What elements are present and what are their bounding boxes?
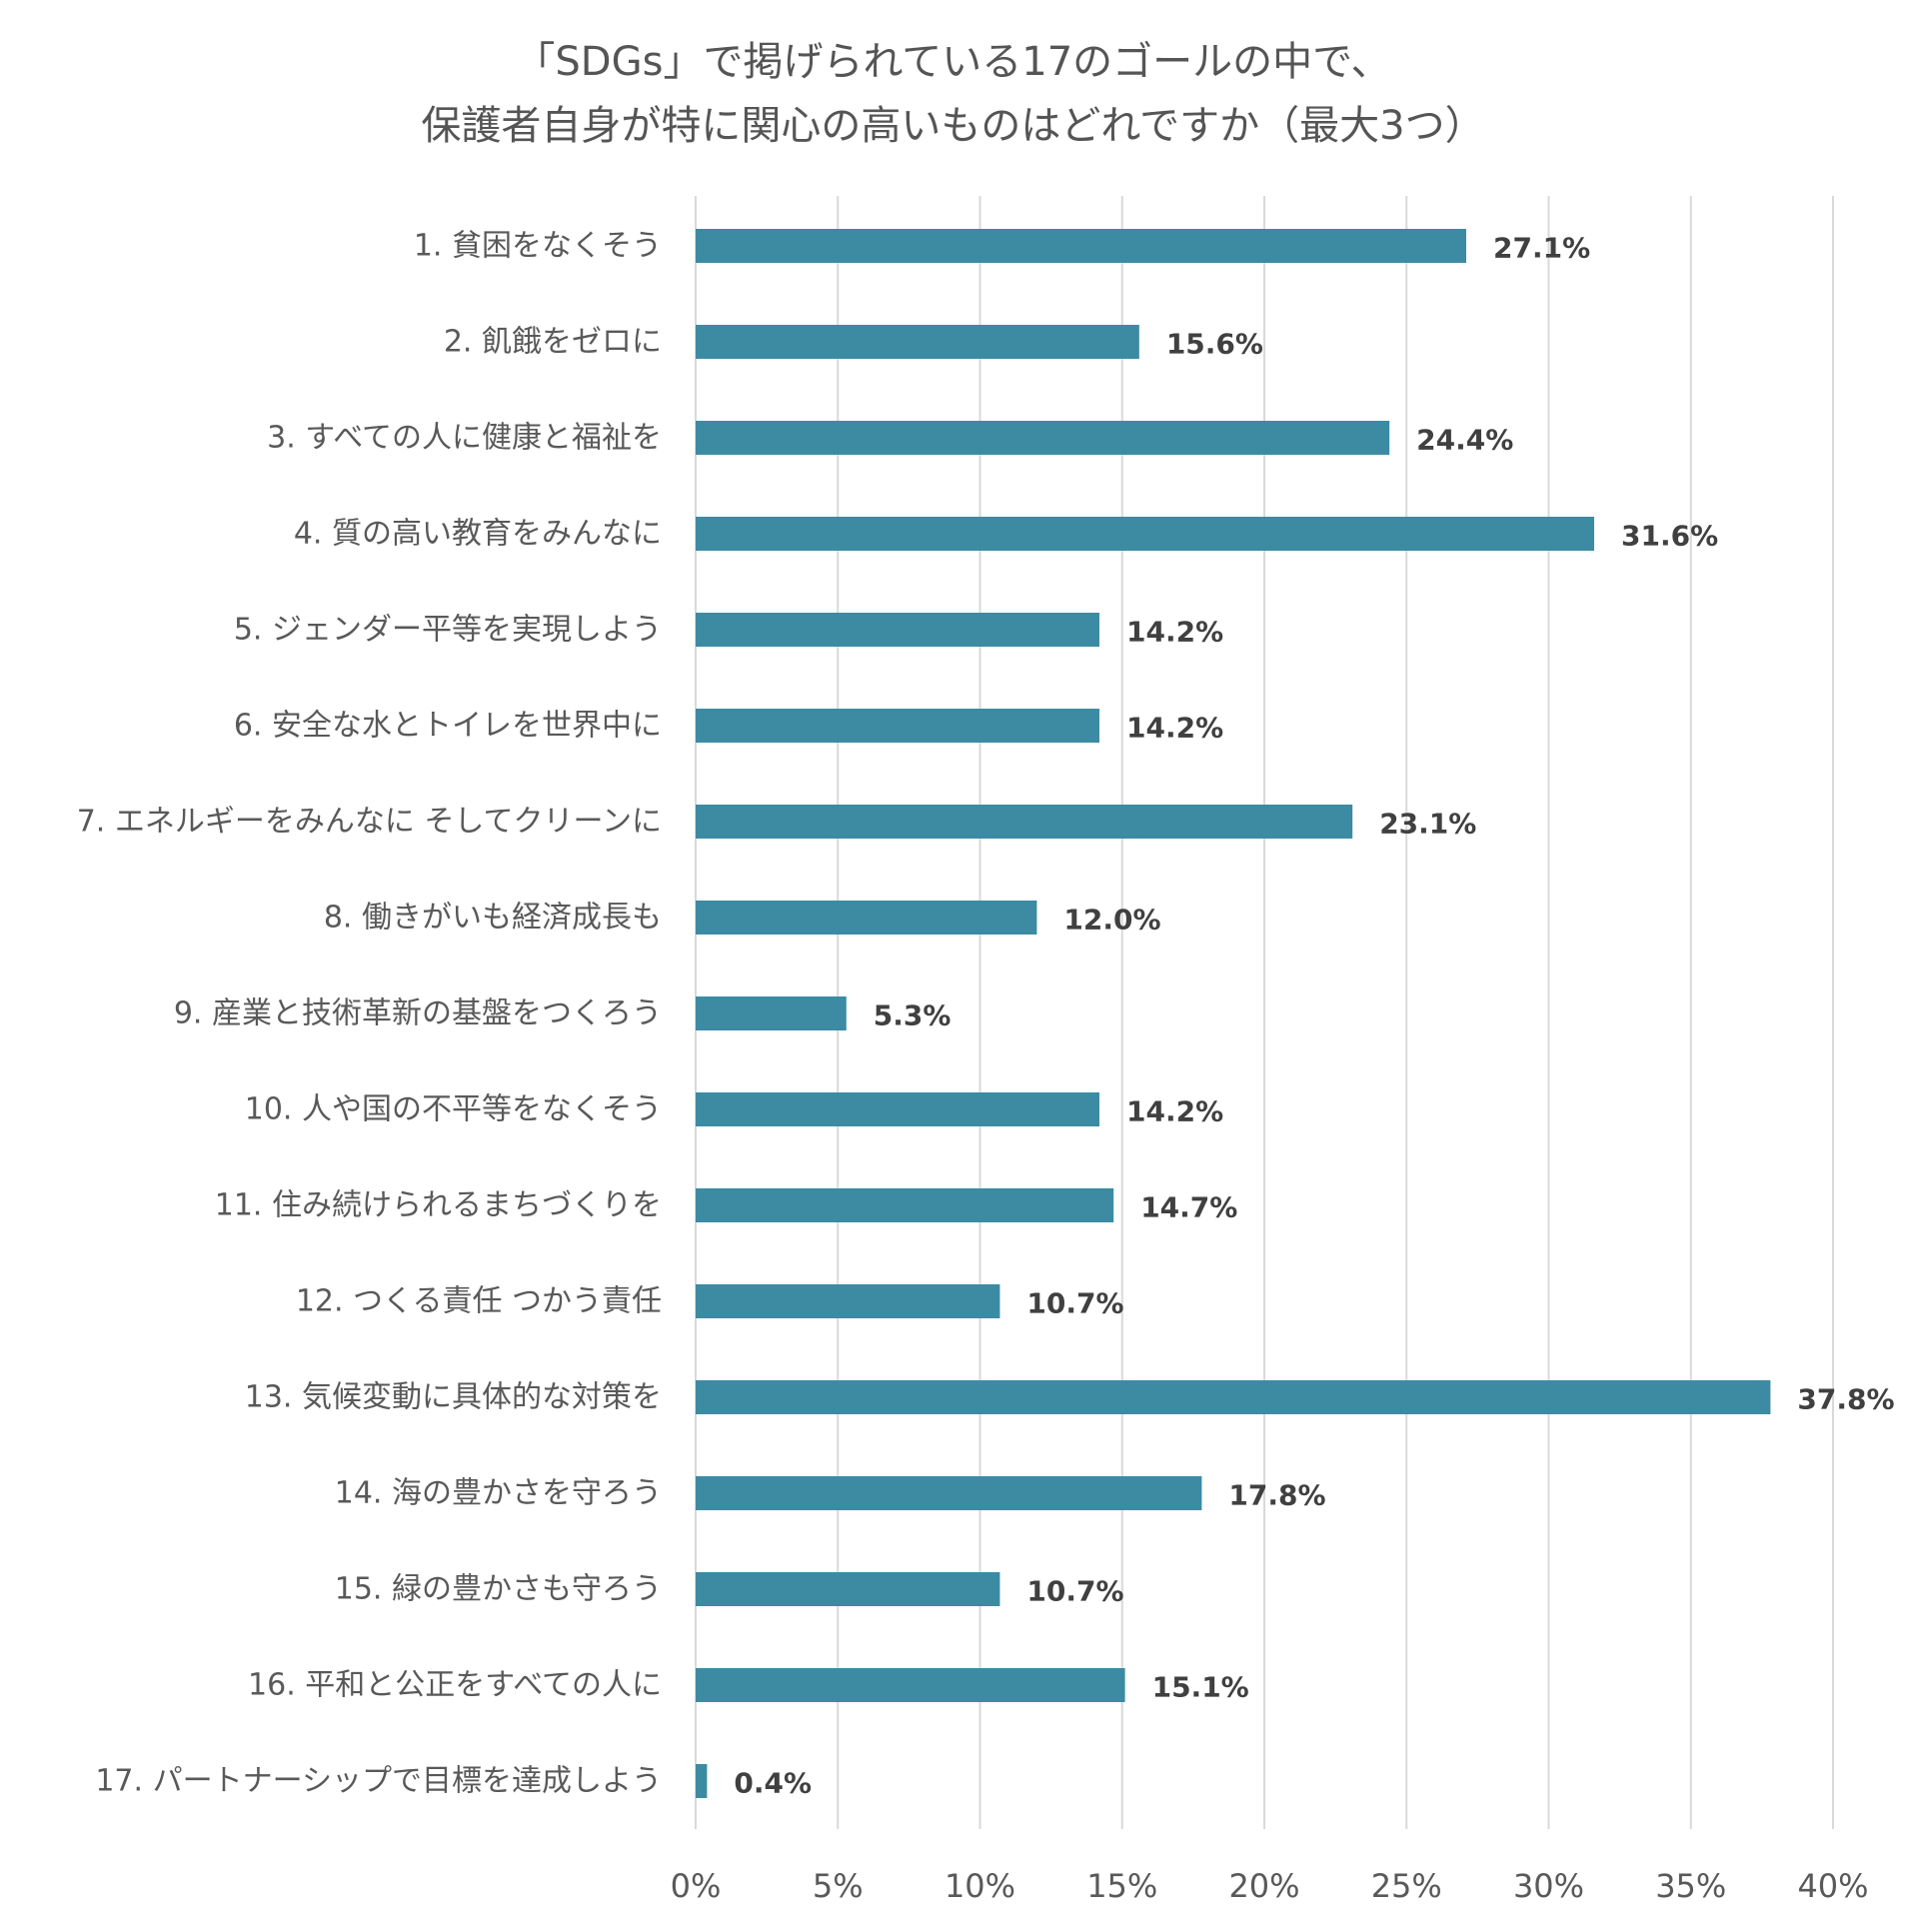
bar <box>696 1572 1000 1606</box>
data-label: 27.1% <box>1493 232 1590 265</box>
bar <box>696 1188 1114 1222</box>
bar <box>696 421 1390 455</box>
category-label: 14. 海の豊かさを守ろう <box>335 1476 662 1511</box>
category-label: 9. 産業と技術革新の基盤をつくろう <box>174 996 662 1031</box>
category-labels: 1. 貧困をなくそう 2. 飢餓をゼロに 3. すべての人に健康と福祉を 4. 質の高… <box>77 229 662 1799</box>
x-axis-tick-labels: 0% 5% 10% 15% 20% 25% 30% 35% 40% <box>671 1867 1869 1905</box>
data-label: 5.3% <box>874 999 952 1032</box>
data-label: 23.1% <box>1379 808 1476 841</box>
data-label: 17.8% <box>1228 1479 1325 1512</box>
category-label: 2. 飢餓をゼロに <box>444 325 662 360</box>
x-tick-label: 5% <box>813 1867 864 1905</box>
bar <box>696 1476 1202 1510</box>
data-label: 24.4% <box>1416 424 1513 457</box>
x-tick-label: 10% <box>945 1867 1015 1905</box>
bar <box>696 709 1099 743</box>
chart-title-line-1: 「SDGs」で掲げられている17のゴールの中で、 <box>515 39 1391 85</box>
bar <box>696 1380 1771 1414</box>
bar <box>696 1668 1125 1702</box>
data-label: 0.4% <box>734 1767 812 1800</box>
data-label: 37.8% <box>1797 1383 1894 1416</box>
category-label: 16. 平和と公正をすべての人に <box>248 1668 662 1703</box>
category-label: 17. パートナーシップで目標を達成しよう <box>95 1764 662 1799</box>
category-label: 10. 人や国の不平等をなくそう <box>245 1092 662 1127</box>
category-label: 5. ジェンダー平等を実現しよう <box>234 613 662 648</box>
data-label: 12.0% <box>1063 904 1160 937</box>
chart-title: 「SDGs」で掲げられている17のゴールの中で、 保護者自身が特に関心の高いもの… <box>0 30 1906 158</box>
bar <box>696 1092 1099 1126</box>
category-label: 13. 気候変動に具体的な対策を <box>245 1380 662 1415</box>
x-tick-label: 20% <box>1228 1867 1299 1905</box>
bar <box>696 1764 708 1798</box>
bar <box>696 1284 1000 1318</box>
bar <box>696 229 1466 263</box>
x-tick-label: 35% <box>1655 1867 1726 1905</box>
x-tick-label: 40% <box>1797 1867 1868 1905</box>
data-label: 15.1% <box>1152 1671 1249 1704</box>
category-label: 12. つくる責任 つかう責任 <box>296 1284 662 1319</box>
chart-title-line-2: 保護者自身が特に関心の高いものはどれですか（最大3つ） <box>421 103 1485 149</box>
data-label: 14.2% <box>1126 616 1223 649</box>
data-label: 14.7% <box>1140 1191 1237 1224</box>
bar <box>696 325 1139 359</box>
data-label: 31.6% <box>1621 520 1718 553</box>
data-label: 14.2% <box>1126 1095 1223 1128</box>
category-label: 7. エネルギーをみんなに そしてクリーンに <box>77 805 662 840</box>
bar <box>696 805 1353 839</box>
data-label: 10.7% <box>1026 1287 1123 1320</box>
x-tick-label: 0% <box>671 1867 722 1905</box>
category-label: 3. すべての人に健康と福祉を <box>267 421 662 456</box>
data-label: 14.2% <box>1126 712 1223 745</box>
bar <box>696 613 1099 647</box>
category-label: 15. 緑の豊かさも守ろう <box>335 1572 662 1607</box>
category-label: 6. 安全な水とトイレを世界中に <box>234 709 662 744</box>
value-labels: 27.1% 15.6% 24.4% 31.6% 14.2% 14.2% 23.1% 12.0%… <box>734 232 1894 1800</box>
bar <box>696 517 1595 551</box>
bars <box>696 229 1771 1798</box>
bar <box>696 996 847 1030</box>
gridlines <box>695 196 1834 1829</box>
category-label: 4. 質の高い教育をみんなに <box>294 517 662 552</box>
x-tick-label: 25% <box>1371 1867 1442 1905</box>
category-label: 11. 住み続けられるまちづくりを <box>215 1188 662 1223</box>
category-label: 1. 貧困をなくそう <box>414 229 662 264</box>
x-tick-label: 30% <box>1513 1867 1584 1905</box>
data-label: 10.7% <box>1026 1575 1123 1608</box>
bar <box>696 901 1037 935</box>
category-label: 8. 働きがいも経済成長も <box>324 901 662 936</box>
data-label: 15.6% <box>1166 328 1263 361</box>
x-tick-label: 15% <box>1086 1867 1157 1905</box>
